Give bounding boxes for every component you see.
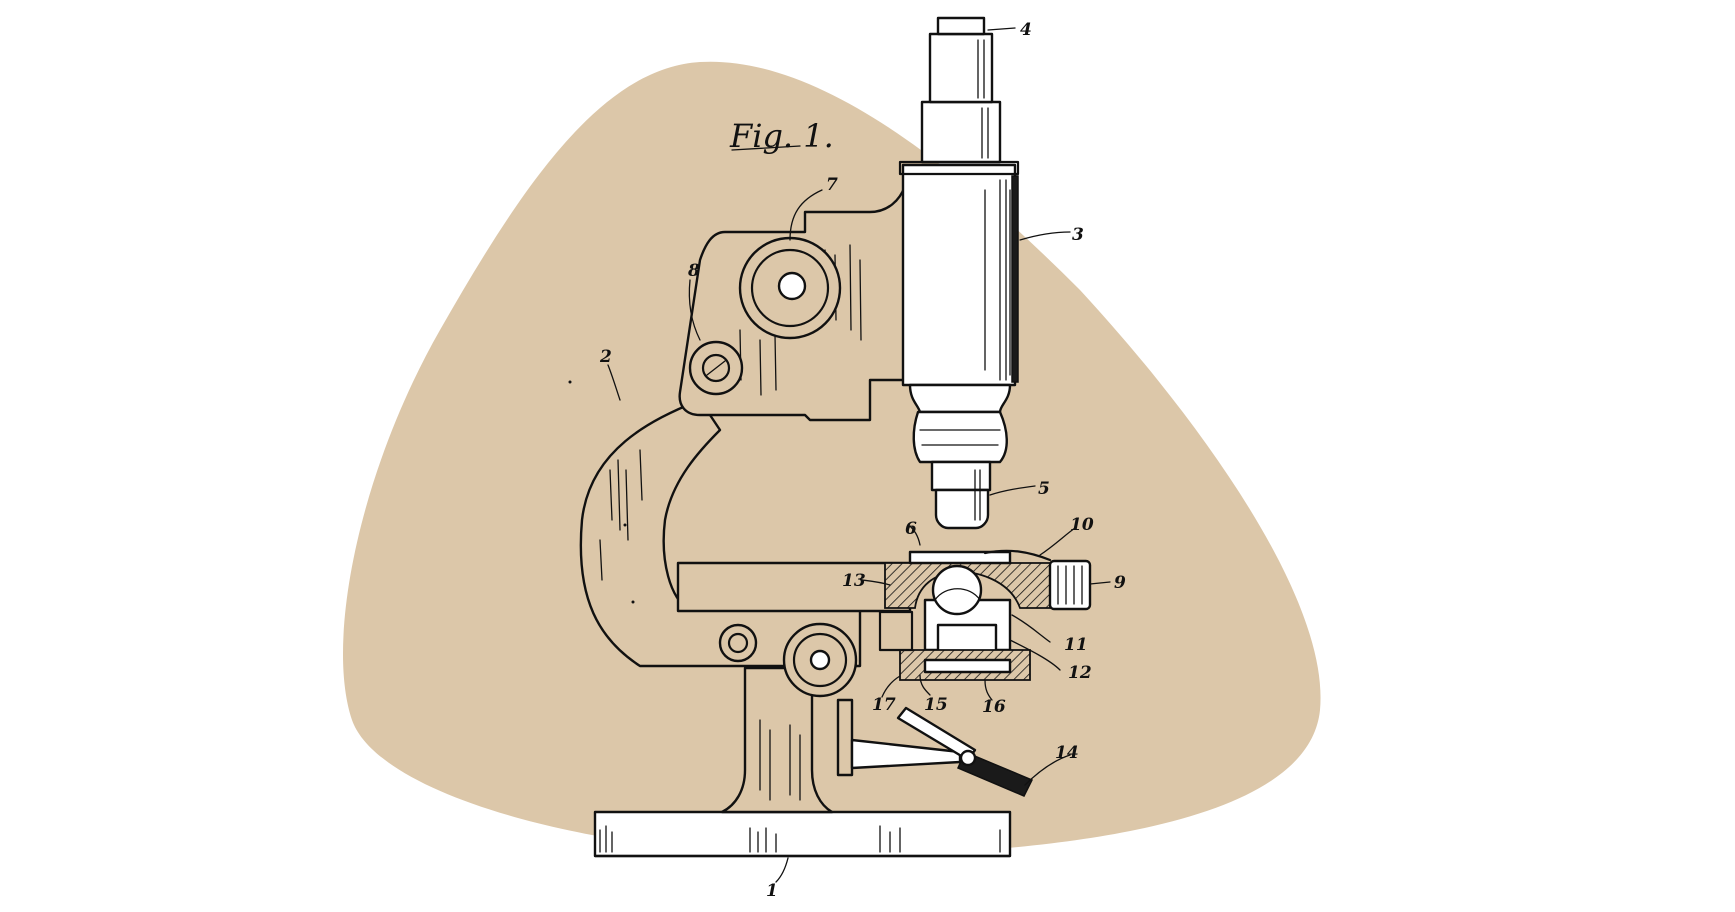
ref-label-8: 8 [687,261,700,281]
stage [676,549,1092,681]
background-blob [342,61,1321,857]
ref-label-1: 1 [766,881,778,901]
mirror-lever [836,698,1034,797]
ref-label-10: 10 [1070,515,1094,535]
ref-label-5: 5 [1038,479,1050,499]
ref-label-16: 16 [982,697,1006,717]
ref-label-12: 12 [1068,663,1092,683]
upper-housing [678,184,912,422]
pillar [720,666,834,814]
base [593,810,1012,858]
arm [568,380,862,668]
ref-label-6: 6 [905,519,917,539]
body-tube [898,160,1020,414]
ref-label-13: 13 [842,571,866,591]
ref-label-17: 17 [872,695,896,715]
ref-label-2: 2 [599,347,612,367]
ref-label-15: 15 [924,695,948,715]
ref-label-7: 7 [826,175,838,195]
leader-lines [607,27,1111,883]
title-underline [731,145,801,151]
ref-label-3: 3 [1072,225,1084,245]
ref-label-11: 11 [1064,635,1088,655]
ref-label-14: 14 [1055,743,1079,763]
objective [912,410,1008,530]
ref-label-4: 4 [1020,20,1032,40]
ref-label-9: 9 [1114,573,1126,593]
eyepiece [920,16,1002,164]
lower-knobs [718,622,858,698]
